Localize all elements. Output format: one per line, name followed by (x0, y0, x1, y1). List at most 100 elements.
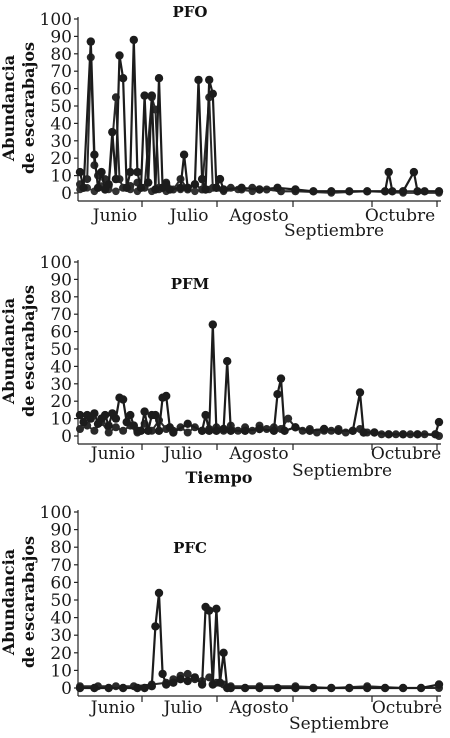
data-point (112, 187, 120, 196)
data-point (219, 648, 228, 657)
y-tick-label: 90 (50, 27, 72, 47)
data-point (284, 414, 293, 423)
data-point (370, 428, 379, 437)
data-point (111, 414, 121, 423)
data-point (183, 183, 192, 192)
data-point (226, 683, 235, 693)
data-point (176, 183, 185, 192)
data-point (255, 185, 264, 194)
data-point (208, 680, 217, 689)
data-point (190, 180, 200, 189)
data-point (291, 185, 300, 194)
x-tick-label: Julio (162, 698, 203, 718)
data-point (201, 410, 210, 420)
data-point (179, 150, 189, 159)
data-point (169, 428, 178, 437)
x-tick-label: Junio (91, 206, 137, 226)
data-point (388, 187, 397, 196)
y-tick-label: 30 (50, 375, 72, 395)
data-point (75, 167, 85, 177)
data-point (273, 183, 282, 192)
data-point (104, 421, 113, 430)
y-tick-label: 40 (50, 609, 72, 629)
y-tick-label: 40 (50, 114, 72, 134)
y-tick-label: 50 (50, 591, 72, 611)
chart-title: PFO (173, 3, 208, 21)
data-point (191, 187, 199, 196)
data-point (136, 183, 146, 192)
data-point (151, 622, 160, 631)
y-tick-label: 80 (50, 45, 72, 65)
data-point (75, 683, 85, 693)
data-point (97, 167, 106, 177)
data-point (140, 91, 149, 100)
data-point (190, 673, 200, 682)
y-tick-label: 70 (50, 556, 72, 576)
data-point (219, 424, 228, 434)
data-point (115, 51, 124, 60)
x-axis-title-tiempo: Tiempo (186, 468, 253, 487)
data-point (240, 426, 250, 435)
data-point (90, 150, 99, 159)
data-point (118, 74, 128, 83)
y-axis-title-line: de escarabajos (19, 536, 38, 668)
data-point (75, 410, 85, 420)
y-tick-label: 30 (50, 132, 72, 152)
y-axis-title-line: de escarabajos (19, 285, 38, 417)
data-point (327, 187, 336, 196)
y-tick-label: 20 (50, 392, 72, 412)
x-tick-label: Julio (168, 206, 209, 226)
data-point (90, 409, 99, 418)
data-point (363, 187, 372, 196)
data-point (291, 683, 300, 693)
y-tick-label: 60 (50, 573, 72, 593)
data-point (183, 428, 192, 437)
data-point (384, 167, 393, 177)
chart-title: PFC (173, 539, 207, 557)
y-tick-label: 40 (50, 357, 72, 377)
data-point (276, 374, 286, 383)
data-point (255, 424, 264, 434)
y-tick-label: 80 (50, 538, 72, 558)
y-tick-label: 0 (61, 427, 72, 447)
y-axis-title-line: Abundancia (0, 549, 18, 656)
data-point (255, 683, 264, 693)
data-point (359, 428, 368, 437)
data-point (126, 410, 135, 420)
y-tick-label: 70 (50, 62, 72, 82)
data-point (208, 320, 217, 329)
y-tick-label: 80 (50, 288, 72, 308)
data-point (183, 676, 192, 686)
data-point (269, 426, 279, 435)
x-tick-label: Septiembre (289, 714, 389, 734)
data-point (384, 430, 393, 439)
series-line (78, 38, 439, 193)
data-point (162, 391, 171, 401)
data-point (212, 604, 221, 613)
y-tick-label: 20 (50, 644, 72, 664)
data-point (273, 683, 282, 693)
y-tick-label: 60 (50, 80, 72, 100)
data-point (108, 127, 117, 137)
data-point (215, 678, 225, 687)
x-tick-label: Agosto (228, 206, 288, 226)
data-point (104, 683, 113, 693)
x-tick-label: Junio (89, 444, 135, 464)
x-tick-label: Octubre (371, 444, 441, 464)
y-tick-label: 0 (61, 679, 72, 699)
chart-title: PFM (171, 275, 210, 293)
data-point (363, 683, 372, 693)
data-point (434, 417, 444, 427)
y-axis-title-line: Abundancia (0, 55, 18, 162)
data-point (205, 426, 214, 435)
x-tick-label: Septiembre (292, 461, 392, 481)
data-point (79, 183, 88, 192)
data-point (398, 683, 408, 693)
data-point (431, 430, 440, 439)
data-point (119, 426, 128, 435)
x-tick-label: Agosto (228, 698, 288, 718)
y-tick-label: 20 (50, 149, 72, 169)
x-tick-label: Septiembre (284, 221, 384, 241)
